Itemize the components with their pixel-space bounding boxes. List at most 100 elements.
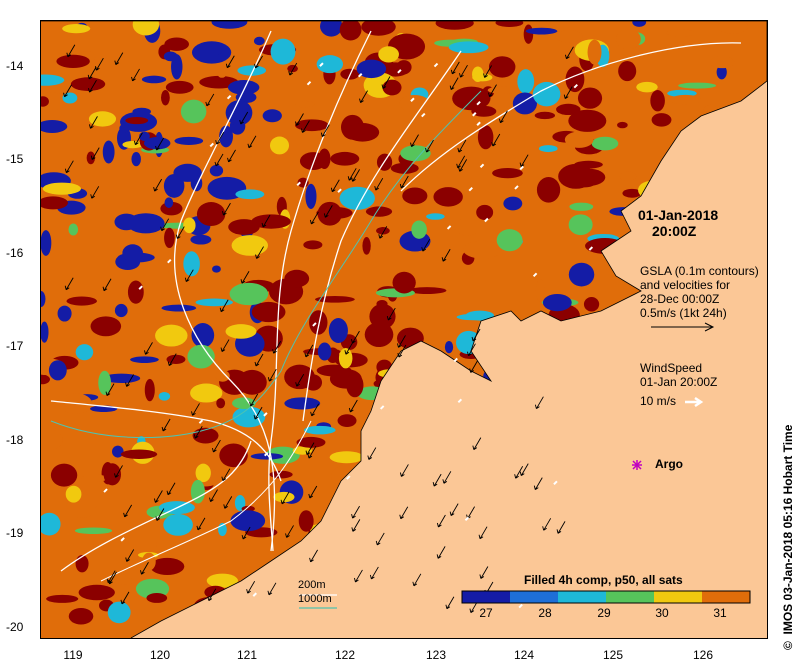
wind-arrow [519, 165, 524, 171]
velocity-arrow [196, 517, 206, 531]
sst-patch [373, 507, 397, 523]
sst-patch [452, 86, 491, 111]
sst-patch [651, 419, 689, 440]
sst-patch [399, 94, 430, 112]
sst-patch [209, 164, 224, 177]
sst-patch [330, 464, 371, 489]
sst-patch [472, 73, 493, 82]
sst-patch [699, 553, 730, 577]
sst-patch [146, 593, 168, 603]
sst-patch [448, 41, 489, 54]
velocity-arrow [153, 178, 163, 192]
sst-patch [230, 510, 266, 532]
wind-arrow [379, 405, 385, 410]
sst-patch [620, 533, 644, 543]
lon-tick-label: 120 [149, 648, 171, 662]
sst-patch [102, 140, 115, 164]
sst-patch [603, 324, 641, 336]
velocity-arrow [227, 149, 236, 163]
sst-patch [259, 570, 291, 596]
wind-arrow [306, 81, 312, 86]
sst-patch [477, 125, 494, 150]
sst-patch [542, 293, 572, 312]
sst-patch [316, 206, 353, 220]
sst-patch [583, 296, 600, 312]
sst-patch [647, 425, 679, 440]
sst-patch [261, 624, 286, 638]
sst-patch [338, 348, 353, 369]
velocity-arrow [247, 135, 257, 149]
sst-patch [536, 177, 561, 203]
map-time: 20:00Z [652, 223, 697, 239]
wind-arrow [264, 451, 269, 457]
sst-patch [508, 412, 527, 428]
velocity-scale-arrow [651, 322, 715, 332]
sst-patch [171, 54, 183, 80]
sst-patch [348, 554, 372, 564]
velocity-arrow [375, 532, 385, 546]
sst-patch [50, 463, 78, 487]
velocity-arrow [309, 211, 319, 225]
sst-patch [114, 303, 128, 318]
sst-patch [365, 206, 393, 217]
sst-patch [225, 100, 253, 126]
velocity-arrow [249, 393, 259, 407]
sst-patch [538, 145, 558, 153]
wind-arrow [103, 488, 108, 493]
velocity-arrow [155, 137, 164, 151]
sst-patch [378, 46, 399, 63]
velocity-arrow [491, 133, 501, 147]
lon-tick-label: 123 [425, 648, 447, 662]
sst-patch [413, 412, 446, 435]
sst-patch [253, 36, 265, 46]
velocity-arrow [449, 77, 459, 90]
sst-patch [382, 79, 402, 96]
velocity-arrow [459, 64, 468, 78]
velocity-arrow [63, 84, 72, 98]
sst-patch [697, 127, 723, 148]
velocity-arrow [445, 596, 455, 610]
sst-patch [573, 613, 589, 624]
wind-arrow [209, 142, 214, 148]
wind-arrow [120, 537, 125, 542]
wind-arrow [319, 62, 324, 67]
velocity-arrow [351, 519, 361, 532]
lon-tick-label: 121 [236, 648, 258, 662]
sst-patch [127, 213, 165, 234]
sst-patch [113, 577, 135, 585]
sst-patch [239, 601, 251, 614]
sst-patch [166, 354, 186, 364]
sst-patch [411, 220, 427, 239]
sst-patch [426, 213, 445, 220]
sst-patch [617, 121, 628, 129]
sst-patch [41, 74, 65, 86]
sst-patch [706, 395, 744, 419]
velocity-arrow [469, 360, 479, 373]
sst-patch [512, 396, 532, 422]
sst-patch [678, 450, 710, 463]
velocity-arrow [399, 464, 409, 477]
velocity-arrow [542, 518, 552, 531]
sst-patch [158, 391, 171, 401]
wind-arrow [357, 73, 363, 78]
sst-patch [155, 324, 188, 347]
sst-patch [232, 406, 266, 428]
sst-patch [41, 196, 68, 210]
velocity-arrow [519, 154, 529, 168]
velocity-arrow [351, 505, 360, 519]
colorbar-title: Filled 4h comp, p50, all sats [524, 573, 683, 587]
sst-patch [377, 430, 401, 442]
velocity-arrow [425, 139, 434, 153]
sst-patch [735, 343, 744, 351]
sst-patch [278, 582, 288, 604]
gsla-line: 28-Dec 00:00Z [640, 292, 720, 306]
sst-patch [224, 605, 239, 622]
credit-text: IMOS 03-Jan-2018 05:16 Hobart Time [781, 424, 795, 635]
sst-patch [722, 210, 757, 230]
sst-patch [624, 608, 660, 629]
wind-arrow [453, 357, 458, 363]
sst-patch [143, 137, 171, 150]
velocity-arrow [288, 62, 298, 76]
wind-title: WindSpeed [640, 361, 703, 375]
wind-arrow [433, 62, 439, 68]
